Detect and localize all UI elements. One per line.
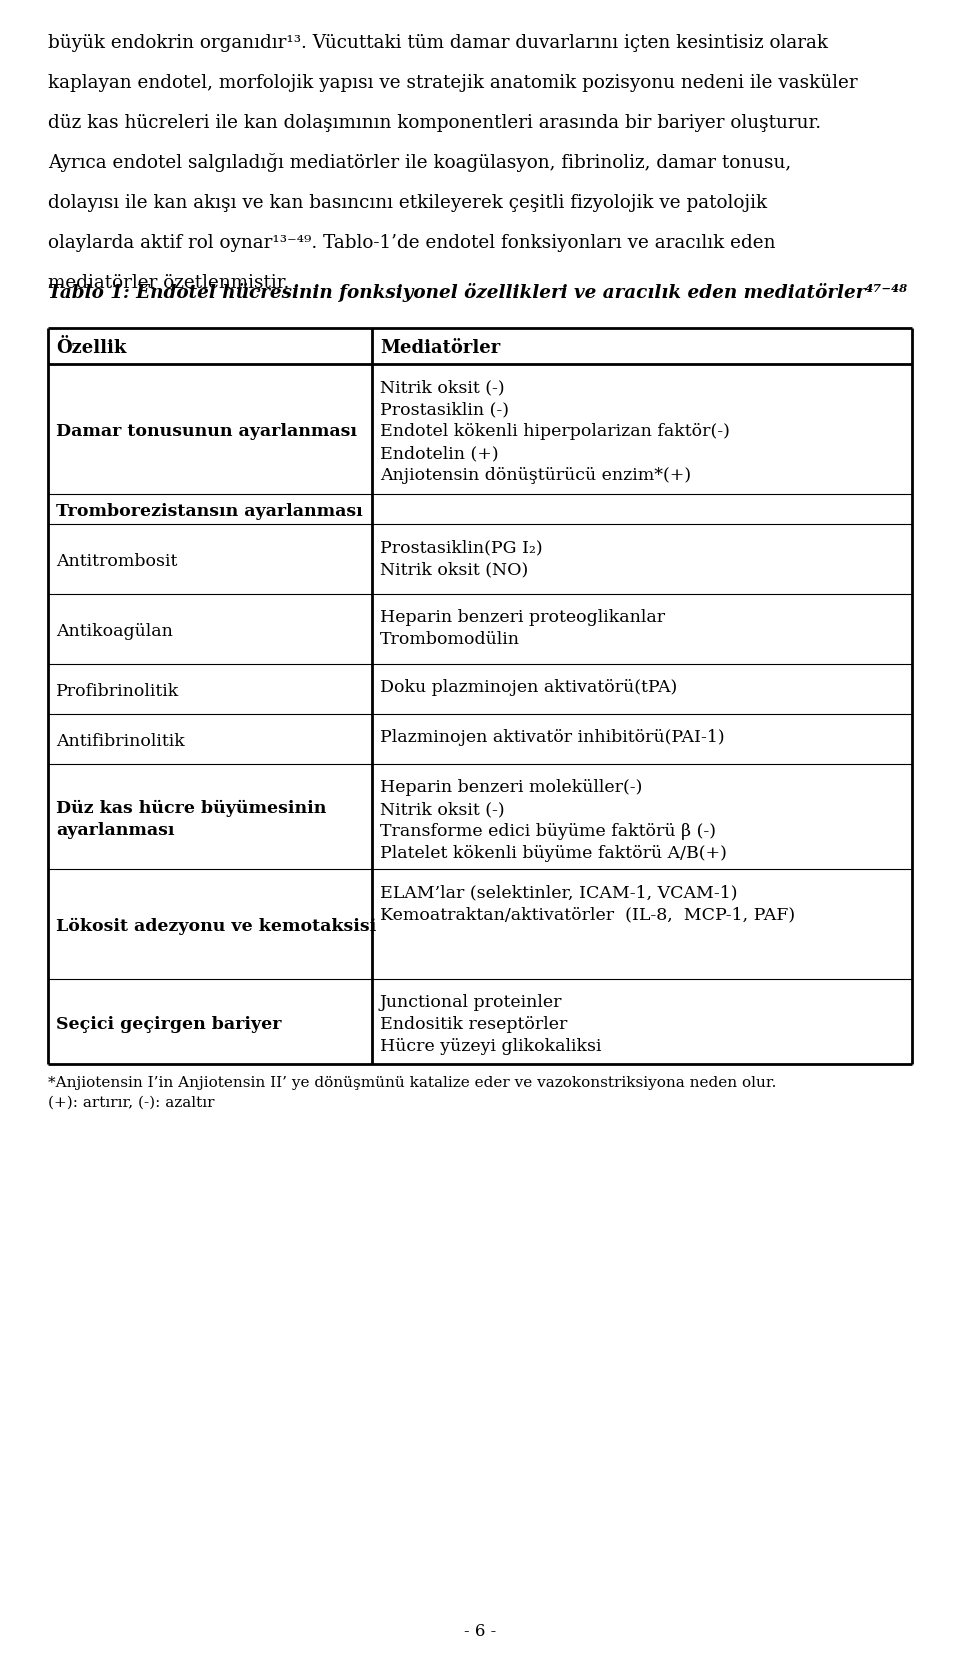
Text: - 6 -: - 6 - <box>464 1624 496 1640</box>
Text: Endositik reseptörler: Endositik reseptörler <box>380 1015 567 1034</box>
Text: (+): artırır, (-): azaltır: (+): artırır, (-): azaltır <box>48 1095 214 1110</box>
Text: Tablo 1: Endotel hücresinin fonksiyonel özellikleri ve aracılık eden mediatörler: Tablo 1: Endotel hücresinin fonksiyonel … <box>48 283 907 302</box>
Text: Mediatörler: Mediatörler <box>380 339 500 357</box>
Text: Prostasiklin (-): Prostasiklin (-) <box>380 401 509 419</box>
Text: Hücre yüzeyi glikokaliksi: Hücre yüzeyi glikokaliksi <box>380 1039 602 1055</box>
Text: Antitrombosit: Antitrombosit <box>56 553 178 570</box>
Text: Doku plazminojen aktivatörü(tPA): Doku plazminojen aktivatörü(tPA) <box>380 680 677 696</box>
Text: *Anjiotensin I’in Anjiotensin II’ ye dönüşmünü katalize eder ve vazokonstriksiyo: *Anjiotensin I’in Anjiotensin II’ ye dön… <box>48 1075 777 1090</box>
Text: Endotel kökenli hiperpolarizan faktör(-): Endotel kökenli hiperpolarizan faktör(-) <box>380 424 730 440</box>
Text: Antifibrinolitik: Antifibrinolitik <box>56 733 184 750</box>
Text: Endotelin (+): Endotelin (+) <box>380 445 498 462</box>
Text: Heparin benzeri moleküller(-): Heparin benzeri moleküller(-) <box>380 779 642 796</box>
Text: Kemoatraktan/aktivatörler  (IL-8,  MCP-1, PAF): Kemoatraktan/aktivatörler (IL-8, MCP-1, … <box>380 906 795 922</box>
Text: Prostasiklin(PG I₂): Prostasiklin(PG I₂) <box>380 538 542 557</box>
Text: Anjiotensin dönüştürücü enzim*(+): Anjiotensin dönüştürücü enzim*(+) <box>380 467 691 484</box>
Text: Trombomodülin: Trombomodülin <box>380 632 520 648</box>
Text: Düz kas hücre büyümesinin: Düz kas hücre büyümesinin <box>56 799 326 816</box>
Text: Seçici geçirgen bariyer: Seçici geçirgen bariyer <box>56 1015 281 1032</box>
Text: Junctional proteinler: Junctional proteinler <box>380 994 563 1010</box>
Text: olaylarda aktif rol oynar¹³⁻⁴⁹. Tablo-1’de endotel fonksiyonları ve aracılık ede: olaylarda aktif rol oynar¹³⁻⁴⁹. Tablo-1’… <box>48 234 776 253</box>
Text: ELAM’lar (selektinler, ICAM-1, VCAM-1): ELAM’lar (selektinler, ICAM-1, VCAM-1) <box>380 884 737 901</box>
Text: Nitrik oksit (NO): Nitrik oksit (NO) <box>380 562 528 578</box>
Text: Transforme edici büyüme faktörü β (-): Transforme edici büyüme faktörü β (-) <box>380 823 716 839</box>
Text: Plazminojen aktivatör inhibitörü(PAI-1): Plazminojen aktivatör inhibitörü(PAI-1) <box>380 730 725 746</box>
Text: Damar tonusunun ayarlanması: Damar tonusunun ayarlanması <box>56 424 357 440</box>
Text: dolayısı ile kan akışı ve kan basıncını etkileyerek çeşitli fizyolojik ve patolo: dolayısı ile kan akışı ve kan basıncını … <box>48 194 767 213</box>
Text: Tromborezistansın ayarlanması: Tromborezistansın ayarlanması <box>56 504 363 520</box>
Text: Profibrinolitik: Profibrinolitik <box>56 683 180 700</box>
Text: Platelet kökenli büyüme faktörü A/B(+): Platelet kökenli büyüme faktörü A/B(+) <box>380 844 727 863</box>
Text: Lökosit adezyonu ve kemotaksisi: Lökosit adezyonu ve kemotaksisi <box>56 917 376 936</box>
Text: Nitrik oksit (-): Nitrik oksit (-) <box>380 379 505 396</box>
Text: Heparin benzeri proteoglikanlar: Heparin benzeri proteoglikanlar <box>380 608 665 627</box>
Text: Antikoagülan: Antikoagülan <box>56 623 173 640</box>
Text: ayarlanması: ayarlanması <box>56 821 175 839</box>
Text: düz kas hücreleri ile kan dolaşımının komponentleri arasında bir bariyer oluştur: düz kas hücreleri ile kan dolaşımının ko… <box>48 115 821 131</box>
Text: büyük endokrin organıdır¹³. Vücuttaki tüm damar duvarlarını içten kesintisiz ola: büyük endokrin organıdır¹³. Vücuttaki tü… <box>48 33 828 52</box>
Text: mediatörler özetlenmiştir.: mediatörler özetlenmiştir. <box>48 274 289 293</box>
Text: Ayrıca endotel salgıladığı mediatörler ile koagülasyon, fibrinoliz, damar tonusu: Ayrıca endotel salgıladığı mediatörler i… <box>48 153 791 171</box>
Text: Özellik: Özellik <box>56 339 127 357</box>
Text: kaplayan endotel, morfolojik yapısı ve stratejik anatomik pozisyonu nedeni ile v: kaplayan endotel, morfolojik yapısı ve s… <box>48 75 857 91</box>
Text: Nitrik oksit (-): Nitrik oksit (-) <box>380 801 505 818</box>
